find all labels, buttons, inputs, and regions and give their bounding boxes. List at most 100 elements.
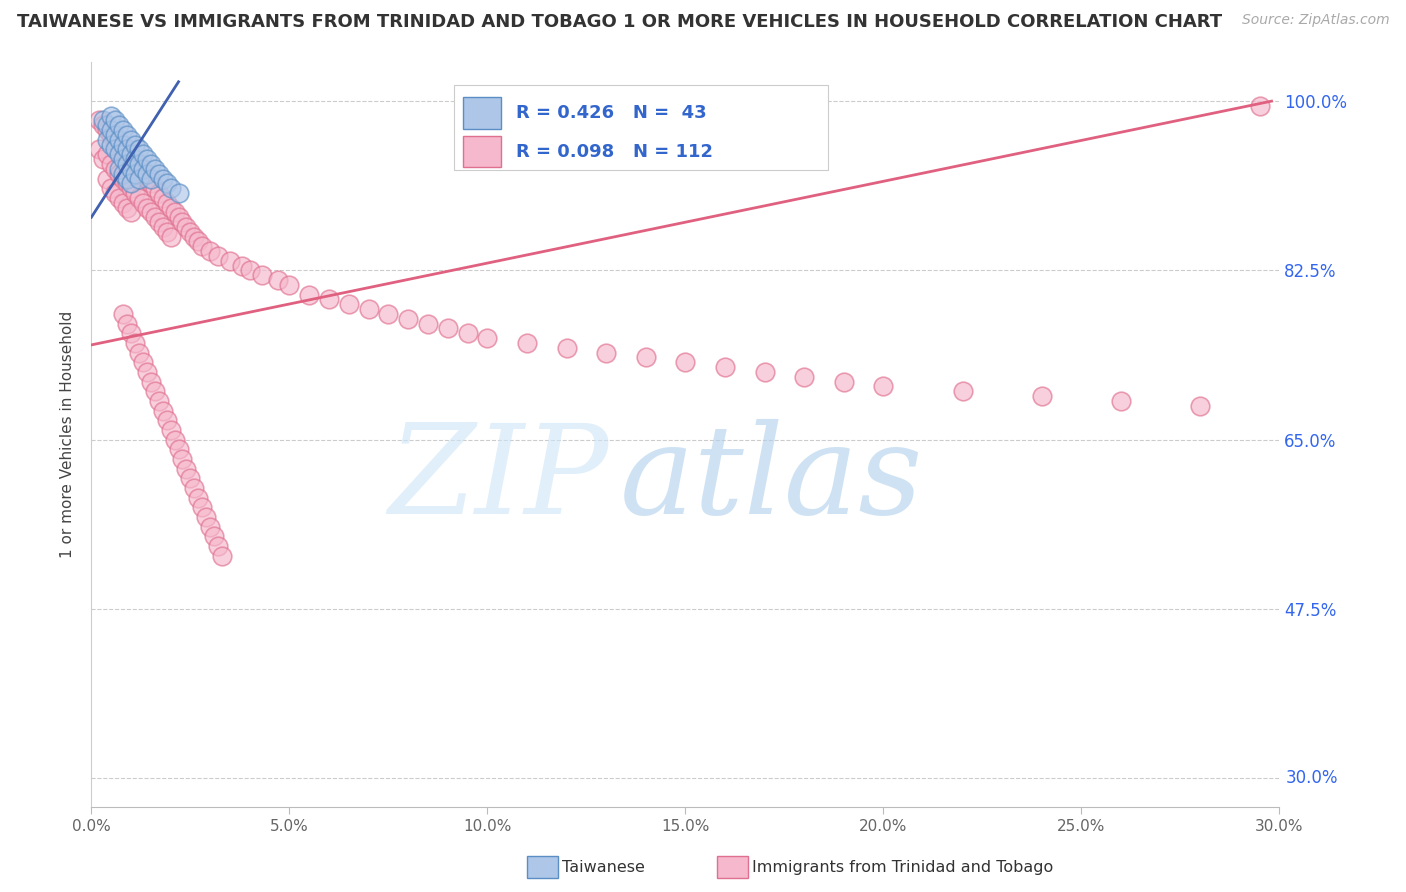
FancyBboxPatch shape bbox=[454, 85, 828, 170]
Point bbox=[156, 195, 179, 210]
Point bbox=[207, 249, 229, 263]
Point bbox=[634, 351, 657, 365]
Point bbox=[112, 167, 135, 181]
Point bbox=[152, 191, 174, 205]
Point bbox=[219, 253, 242, 268]
Point bbox=[135, 152, 157, 166]
Point bbox=[91, 152, 114, 166]
Point bbox=[108, 167, 131, 181]
Point bbox=[143, 181, 166, 195]
Point bbox=[754, 365, 776, 379]
Point bbox=[104, 128, 127, 142]
Point bbox=[139, 177, 162, 191]
Point bbox=[457, 326, 479, 341]
Point bbox=[167, 186, 190, 200]
Point bbox=[120, 326, 142, 341]
Point bbox=[124, 157, 146, 171]
Point bbox=[91, 113, 114, 128]
Point bbox=[183, 481, 205, 495]
Point bbox=[143, 161, 166, 176]
Point bbox=[159, 181, 181, 195]
Point bbox=[115, 147, 138, 161]
Point bbox=[231, 259, 253, 273]
Point bbox=[143, 211, 166, 225]
Point bbox=[1109, 394, 1132, 409]
Point bbox=[477, 331, 499, 345]
Point bbox=[250, 268, 273, 283]
Point bbox=[377, 307, 399, 321]
Point bbox=[195, 510, 218, 524]
Point bbox=[104, 161, 127, 176]
Point bbox=[595, 345, 617, 359]
Point bbox=[108, 191, 131, 205]
Point bbox=[108, 161, 131, 176]
Point bbox=[135, 365, 157, 379]
Point bbox=[112, 137, 135, 152]
Point bbox=[176, 219, 198, 234]
Point bbox=[124, 167, 146, 181]
Point bbox=[135, 167, 157, 181]
Point bbox=[191, 239, 214, 253]
Point bbox=[176, 461, 198, 475]
Text: Immigrants from Trinidad and Tobago: Immigrants from Trinidad and Tobago bbox=[752, 860, 1053, 874]
Point bbox=[187, 235, 209, 249]
Point bbox=[124, 186, 146, 200]
Point bbox=[139, 375, 162, 389]
Point bbox=[112, 143, 135, 157]
Point bbox=[187, 491, 209, 505]
Point bbox=[152, 171, 174, 186]
Point bbox=[104, 113, 127, 128]
Point bbox=[156, 225, 179, 239]
Text: TAIWANESE VS IMMIGRANTS FROM TRINIDAD AND TOBAGO 1 OR MORE VEHICLES IN HOUSEHOLD: TAIWANESE VS IMMIGRANTS FROM TRINIDAD AN… bbox=[17, 13, 1222, 31]
Point bbox=[128, 161, 150, 176]
Point bbox=[115, 143, 138, 157]
Point bbox=[139, 171, 162, 186]
Point bbox=[148, 186, 170, 200]
Point bbox=[1189, 399, 1212, 413]
Point bbox=[832, 375, 855, 389]
Point bbox=[124, 137, 146, 152]
Point bbox=[159, 201, 181, 215]
Point bbox=[104, 186, 127, 200]
Point bbox=[152, 219, 174, 234]
Point bbox=[148, 394, 170, 409]
Point bbox=[183, 229, 205, 244]
Point bbox=[148, 215, 170, 229]
Y-axis label: 1 or more Vehicles in Household: 1 or more Vehicles in Household bbox=[60, 311, 76, 558]
Point bbox=[112, 152, 135, 166]
Point bbox=[115, 157, 138, 171]
Point bbox=[108, 118, 131, 132]
Point bbox=[793, 369, 815, 384]
Point bbox=[357, 302, 380, 317]
Point bbox=[266, 273, 288, 287]
Point bbox=[112, 307, 135, 321]
Point bbox=[89, 143, 111, 157]
Point bbox=[104, 133, 127, 147]
Point bbox=[96, 118, 118, 132]
Point bbox=[115, 177, 138, 191]
Point bbox=[108, 147, 131, 161]
Bar bbox=[463, 136, 502, 167]
Point bbox=[148, 167, 170, 181]
Point bbox=[163, 205, 186, 219]
Point bbox=[115, 171, 138, 186]
Point bbox=[100, 181, 122, 195]
Point bbox=[298, 287, 321, 301]
Point bbox=[1249, 99, 1271, 113]
Point bbox=[115, 128, 138, 142]
Point bbox=[96, 123, 118, 137]
Point bbox=[96, 147, 118, 161]
Point bbox=[318, 293, 340, 307]
Point bbox=[179, 471, 201, 485]
Point bbox=[396, 311, 419, 326]
Point bbox=[952, 384, 974, 399]
Point bbox=[555, 341, 578, 355]
Point bbox=[139, 205, 162, 219]
Point bbox=[132, 355, 155, 369]
Point bbox=[120, 205, 142, 219]
Text: Source: ZipAtlas.com: Source: ZipAtlas.com bbox=[1241, 13, 1389, 28]
Point bbox=[159, 423, 181, 437]
Point bbox=[124, 152, 146, 166]
Point bbox=[112, 171, 135, 186]
Point bbox=[172, 452, 194, 467]
